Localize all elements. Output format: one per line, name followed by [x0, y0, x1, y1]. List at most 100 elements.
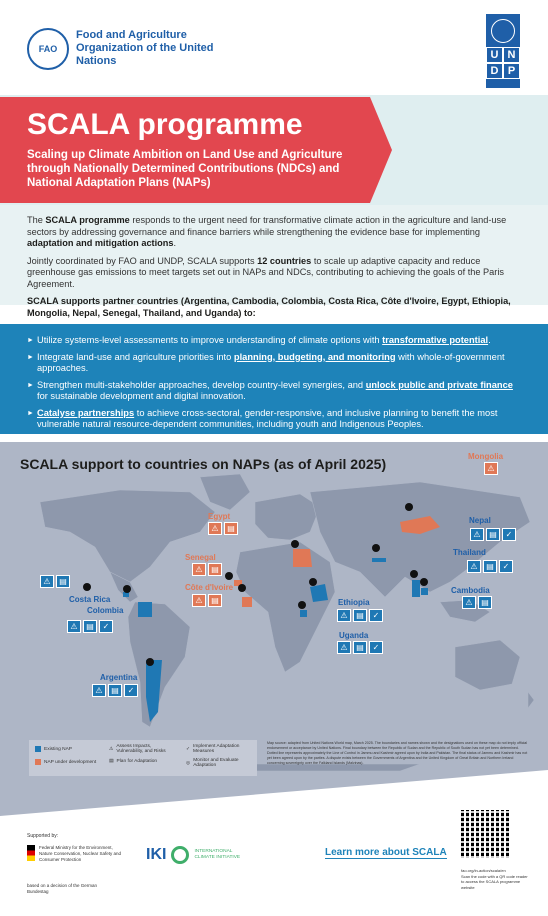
assess-icon: ⚠ — [470, 528, 484, 541]
objective-link[interactable]: unlock public and private finance — [365, 379, 513, 390]
footer: Supported by: Federal Ministry for the E… — [0, 810, 548, 916]
country-label-mongolia: Mongolia — [468, 452, 504, 461]
mongolia-stage-icons: ⚠ — [484, 462, 498, 475]
bundestag-note: based on a decision of the German Bundes… — [27, 883, 98, 894]
legend-implement: ✓ Implement Adaptation Measures — [186, 744, 240, 754]
asia-shape — [309, 481, 531, 598]
country-label-senegal: Senegal — [185, 553, 216, 562]
nepal-shape — [372, 558, 386, 562]
undp-letter: D — [486, 63, 503, 79]
country-label-argentina: Argentina — [100, 673, 138, 682]
objective-link[interactable]: planning, budgeting, and monitoring — [233, 351, 396, 362]
fao-name: Food and Agriculture Organization of the… — [76, 29, 214, 67]
country-label-cambodia: Cambodia — [451, 586, 490, 595]
undp-letter: U — [486, 47, 503, 63]
assess-icon: ⚠ — [192, 594, 206, 607]
assess-icon: ⚠ — [462, 596, 476, 609]
plan-icon: ▤ — [108, 684, 122, 697]
monitor-icon: ◎ — [186, 760, 191, 766]
implement-icon: ✓ — [124, 684, 138, 697]
thailand-shape — [412, 580, 420, 597]
uganda-stage-icons: ⚠ ▤ ✓ — [337, 641, 383, 654]
egypt-stage-icons: ⚠ ▤ — [208, 522, 238, 535]
argentina-stage-icons: ⚠ ▤ ✓ — [92, 684, 138, 697]
legend-swatch — [35, 759, 41, 765]
plan-icon: ▤ — [353, 609, 367, 622]
plan-icon: ▤ — [224, 522, 238, 535]
highlighted-countries — [123, 516, 440, 722]
intro-paragraph-2: Jointly coordinated by FAO and UNDP, SCA… — [27, 255, 504, 289]
qr-url[interactable]: fao.org/in-action/scala/en — [461, 868, 506, 873]
argentina-shape — [146, 660, 162, 722]
page-subtitle: Scaling up Climate Ambition on Land Use … — [27, 149, 343, 189]
un-globe-icon — [491, 19, 515, 43]
map-pin — [298, 601, 306, 609]
undp-letter: P — [503, 63, 520, 79]
fao-logo: FAO — [27, 28, 69, 70]
map-pin — [420, 578, 428, 586]
map-pins — [83, 503, 428, 666]
objective-link[interactable]: transformative potential — [382, 335, 489, 345]
german-flag-icon — [27, 845, 35, 861]
assess-icon: ⚠ — [467, 560, 481, 573]
intro-background — [0, 205, 548, 305]
plan-icon: ▤ — [56, 575, 70, 588]
legend-nap-under-development: NAP under development — [35, 759, 96, 765]
country-label-nepal: Nepal — [469, 516, 491, 525]
europe-shape — [254, 493, 321, 541]
ethiopia-stage-icons: ⚠ ▤ ✓ — [337, 609, 383, 622]
intro-paragraph-1: The SCALA programme responds to the urge… — [27, 215, 507, 248]
intro-paragraph-3: SCALA supports partner countries (Argent… — [27, 296, 511, 318]
assess-icon: ⚠ — [208, 522, 222, 535]
implement-icon: ✓ — [502, 528, 516, 541]
iki-circle-icon — [171, 846, 190, 864]
assess-icon: ⚠ — [92, 684, 106, 697]
uganda-shape — [300, 610, 307, 617]
legend-monitor: ◎ Monitor and Evaluate Adaptation — [186, 758, 239, 768]
country-label-cote-divoire: Côte d'Ivoire — [185, 583, 234, 592]
cote-divoire-shape — [242, 597, 252, 607]
objective-item: Utilize systems-level assessments to imp… — [27, 335, 521, 347]
country-label-uganda: Uganda — [339, 631, 369, 640]
north-america-shape — [39, 489, 216, 583]
objectives-box: Utilize systems-level assessments to imp… — [0, 324, 548, 434]
plan-icon: ▤ — [83, 620, 97, 633]
legend-plan: ▤ Plan for Adaptation — [109, 759, 158, 764]
map-source-note: Map source: adapted from United Nations … — [267, 741, 528, 765]
objective-link[interactable]: Catalyse partnerships — [37, 407, 135, 418]
ethiopia-shape — [310, 584, 328, 602]
cambodia-shape — [421, 588, 428, 595]
new-zealand-shape — [527, 691, 535, 709]
colombia-stage-icons: ⚠ ▤ ✓ — [67, 620, 113, 633]
map-legend: Existing NAP NAP under development ⚠ Asse… — [29, 740, 257, 776]
qr-code[interactable] — [461, 810, 509, 858]
country-label-colombia: Colombia — [87, 606, 124, 615]
plan-icon: ▤ — [483, 560, 497, 573]
learn-more-link[interactable]: Learn more about SCALA — [325, 847, 447, 859]
qr-caption: fao.org/in-action/scala/en Scan the code… — [461, 868, 531, 890]
checklist-icon: ✓ — [186, 746, 191, 752]
map-pin — [146, 658, 154, 666]
australia-shape — [454, 639, 521, 691]
objective-item: Catalyse partnerships to achieve cross-s… — [27, 408, 521, 431]
country-label-thailand: Thailand — [453, 548, 486, 557]
map-pin — [123, 585, 131, 593]
plan-icon: ▤ — [208, 563, 222, 576]
mongolia-shape — [400, 516, 440, 534]
implement-icon: ✓ — [499, 560, 513, 573]
map-pin — [309, 578, 317, 586]
costa-rica-shape — [123, 592, 129, 597]
assess-icon: ⚠ — [192, 563, 206, 576]
country-label-costa-rica: Costa Rica — [69, 595, 111, 604]
legend-swatch — [35, 746, 41, 752]
page-title: SCALA programme — [27, 108, 303, 141]
iki-logo: IKI INTERNATIONAL CLIMATE INITIATIVE — [146, 846, 241, 864]
implement-icon: ✓ — [369, 609, 383, 622]
plan-icon: ▤ — [478, 596, 492, 609]
header: FAO Food and Agriculture Organization of… — [0, 0, 548, 95]
assess-icon: ⚠ — [40, 575, 54, 588]
plan-icon: ▤ — [353, 641, 367, 654]
implement-icon: ✓ — [369, 641, 383, 654]
assess-icon: ⚠ — [484, 462, 498, 475]
plan-icon: ▤ — [208, 594, 222, 607]
